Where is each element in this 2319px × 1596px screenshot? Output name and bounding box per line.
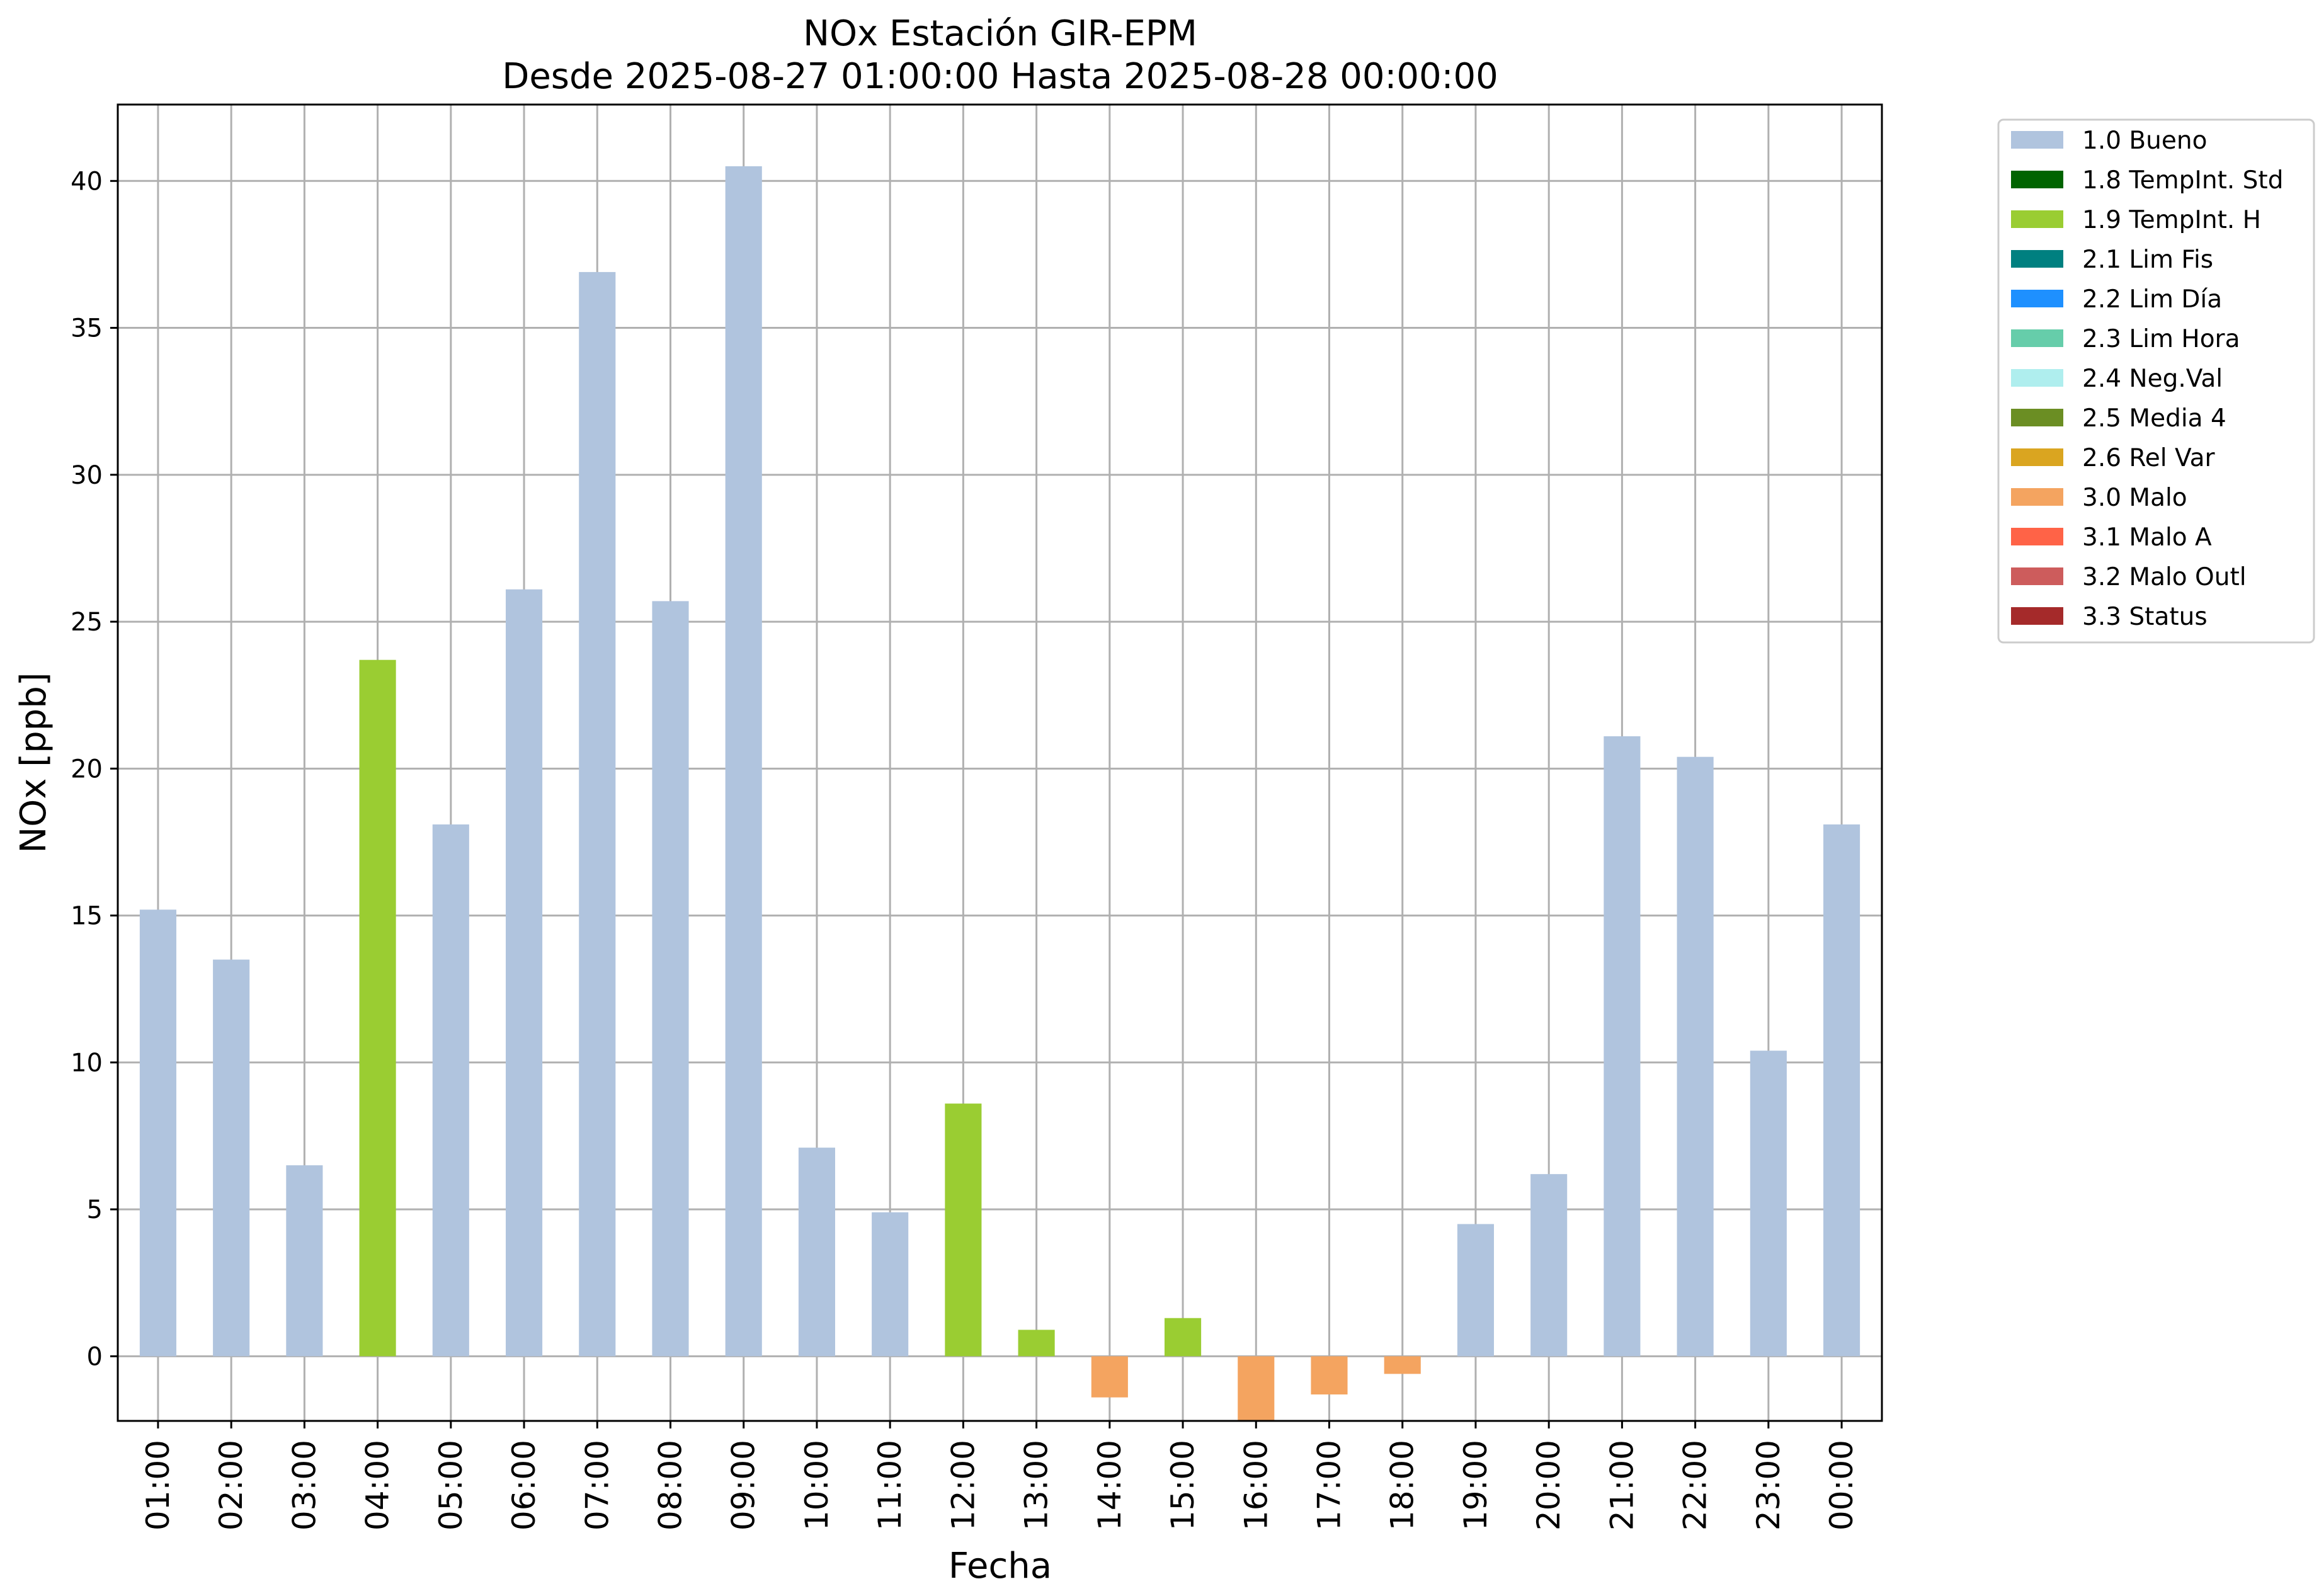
bar-0100: [139, 909, 176, 1357]
legend-label: 1.8 TempInt. Std: [2082, 166, 2283, 195]
legend: 1.0 Bueno 1.8 TempInt. Std 1.9 TempInt. H 2…: [1997, 118, 2315, 644]
legend-label: 2.1 Lim Fis: [2082, 246, 2213, 274]
chart-subtitle: Desde 2025-08-27 01:00:00 Hasta 2025-08-…: [502, 56, 1498, 97]
y-axis-label: NOx [ppb]: [13, 672, 54, 853]
bar-1900: [1457, 1224, 1495, 1357]
y-tick-label: 35: [71, 314, 103, 343]
bar-2200: [1677, 756, 1714, 1357]
legend-label: 1.0 Bueno: [2082, 127, 2207, 155]
legend-swatch: [2011, 329, 2063, 347]
legend-swatch: [2011, 488, 2063, 506]
x-tick-label: 08:00: [652, 1440, 688, 1530]
bar-1200: [945, 1103, 982, 1357]
legend-label: 3.2 Malo Outl: [2082, 563, 2247, 591]
x-tick-label: 15:00: [1165, 1440, 1201, 1530]
x-tick-label: 17:00: [1311, 1440, 1348, 1530]
y-tick-label: 40: [71, 167, 103, 196]
x-tick-label: 18:00: [1384, 1440, 1421, 1530]
legend-swatch: [2011, 567, 2063, 585]
bar-0500: [432, 824, 469, 1357]
x-tick-label: 19:00: [1457, 1440, 1494, 1530]
bar-0800: [652, 601, 689, 1357]
bar-0000: [1823, 824, 1860, 1357]
legend-swatch: [2011, 250, 2063, 268]
y-axis-ticks: 0 5 10 15 20 25 30 35 40: [71, 167, 118, 1371]
legend-label: 2.4 Neg.Val: [2082, 365, 2223, 393]
legend-box: [1997, 118, 2315, 644]
x-tick-label: 14:00: [1091, 1440, 1128, 1530]
x-axis-label: Fecha: [949, 1546, 1052, 1587]
bar-2000: [1530, 1174, 1568, 1357]
x-tick-label: 20:00: [1530, 1440, 1567, 1530]
x-tick-label: 23:00: [1750, 1440, 1787, 1530]
x-tick-label: 16:00: [1238, 1440, 1274, 1530]
bar-1800: [1384, 1356, 1421, 1374]
legend-swatch: [2011, 171, 2063, 188]
x-tick-label: 04:00: [360, 1440, 396, 1530]
x-tick-label: 09:00: [726, 1440, 762, 1530]
bar-1500: [1165, 1318, 1202, 1357]
legend-label: 3.3 Status: [2082, 603, 2208, 631]
legend-swatch: [2011, 210, 2063, 228]
legend-swatch: [2011, 409, 2063, 426]
bar-0300: [286, 1165, 323, 1357]
x-tick-label: 11:00: [872, 1440, 908, 1530]
x-tick-label: 06:00: [506, 1440, 542, 1530]
x-tick-label: 13:00: [1018, 1440, 1055, 1530]
legend-swatch: [2011, 290, 2063, 307]
bar-0200: [213, 959, 250, 1357]
legend-label: 2.2 Lim Día: [2082, 285, 2222, 314]
y-tick-label: 20: [71, 755, 103, 784]
y-tick-label: 30: [71, 461, 103, 490]
plot-frame: [117, 103, 1883, 1422]
x-tick-label: 10:00: [799, 1440, 835, 1530]
x-tick-label: 01:00: [140, 1440, 176, 1530]
bar-1000: [798, 1148, 835, 1357]
legend-label: 3.1 Malo A: [2082, 523, 2212, 552]
x-tick-label: 07:00: [579, 1440, 615, 1530]
bar-1600: [1238, 1356, 1275, 1421]
x-tick-label: 05:00: [433, 1440, 469, 1530]
x-tick-label: 22:00: [1677, 1440, 1714, 1530]
bar-2300: [1750, 1051, 1787, 1357]
bars-group: [139, 166, 1860, 1421]
legend-swatch: [2011, 528, 2063, 545]
legend-swatch: [2011, 369, 2063, 387]
x-tick-label: 02:00: [213, 1440, 249, 1530]
legend-label: 2.6 Rel Var: [2082, 444, 2216, 472]
bar-1100: [872, 1212, 909, 1357]
bar-1700: [1311, 1356, 1348, 1395]
x-tick-label: 21:00: [1604, 1440, 1640, 1530]
x-axis-ticks: 01:00 02:00 03:00 04:00 05:00 06:00 07:00 08:00…: [140, 1421, 1860, 1530]
legend-swatch: [2011, 131, 2063, 149]
legend-swatch: [2011, 607, 2063, 625]
legend-label: 2.3 Lim Hora: [2082, 325, 2240, 353]
x-tick-label: 12:00: [945, 1440, 981, 1530]
y-tick-label: 0: [87, 1342, 103, 1371]
bar-1300: [1018, 1330, 1055, 1357]
y-tick-label: 15: [71, 902, 103, 931]
bar-0600: [505, 589, 543, 1357]
bar-2100: [1604, 736, 1641, 1357]
legend-swatch: [2011, 448, 2063, 466]
bar-0700: [579, 271, 616, 1357]
y-tick-label: 5: [87, 1195, 103, 1224]
x-tick-label: 00:00: [1823, 1440, 1860, 1530]
bar-0400: [359, 659, 396, 1357]
legend-label: 2.5 Media 4: [2082, 404, 2226, 433]
x-tick-label: 03:00: [286, 1440, 322, 1530]
y-tick-label: 25: [71, 608, 103, 637]
legend-label: 3.0 Malo: [2082, 484, 2187, 512]
legend-label: 1.9 TempInt. H: [2082, 206, 2261, 234]
y-tick-label: 10: [71, 1049, 103, 1078]
chart-title: NOx Estación GIR-EPM: [803, 13, 1197, 54]
bar-1400: [1091, 1356, 1128, 1398]
bar-0900: [725, 166, 762, 1357]
